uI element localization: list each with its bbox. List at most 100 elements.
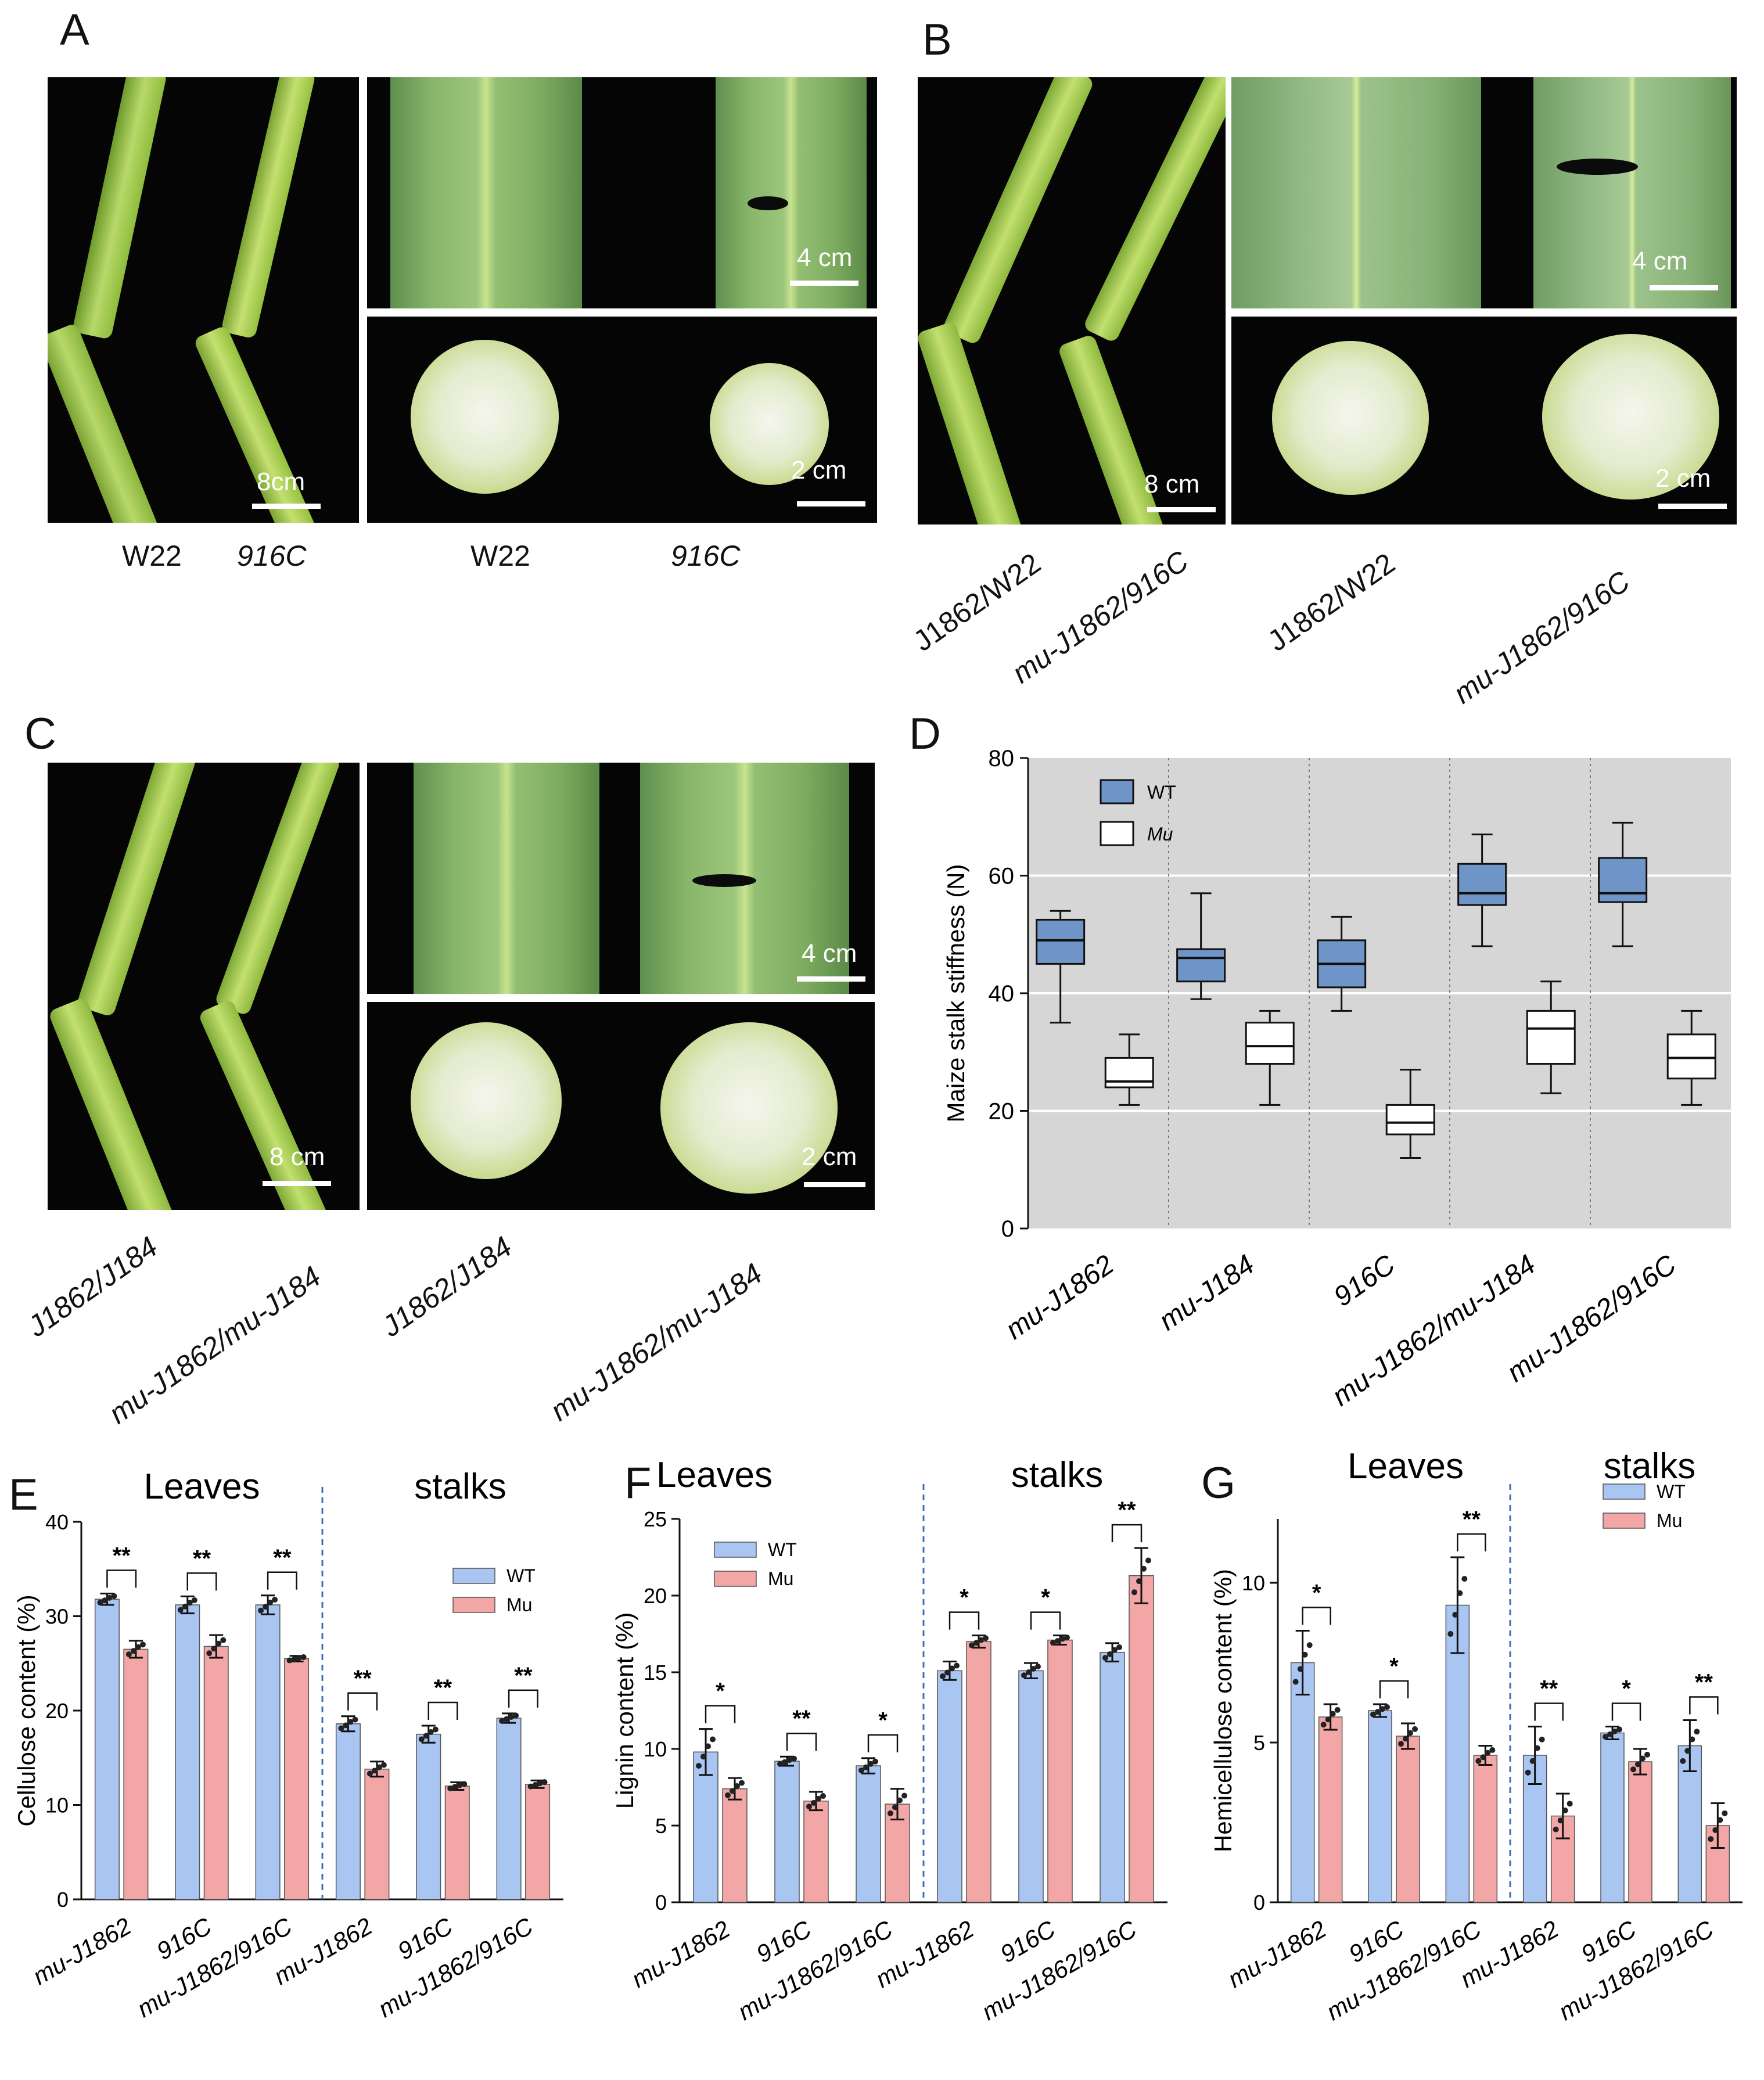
legend-label-mu: Mu <box>506 1594 532 1615</box>
data-point <box>1141 1565 1147 1572</box>
data-point <box>457 1782 463 1788</box>
data-point <box>125 1651 132 1658</box>
data-point <box>888 1810 893 1816</box>
panel-letter-g: G <box>1201 1458 1236 1508</box>
chart-f-lignin: 0 5 10 15 20 25 Lignin content (%) Leaves stalks… <box>611 1455 1167 2025</box>
panel-b-leaf-photo: 4 cm <box>1231 77 1737 308</box>
data-point <box>777 1761 783 1767</box>
x-tick-label: mu-J1862/916C <box>373 1912 538 2022</box>
box-Mu <box>1666 1033 1716 1080</box>
data-point <box>700 1754 706 1760</box>
significance-label: * <box>1622 1676 1631 1702</box>
y-tick-label: 10 <box>644 1737 667 1761</box>
legend-swatch-mu <box>1100 821 1134 846</box>
data-point <box>1452 1612 1458 1618</box>
data-point <box>1064 1634 1070 1641</box>
data-point <box>1026 1669 1032 1675</box>
significance-bracket <box>1534 1702 1564 1721</box>
data-point <box>1612 1728 1618 1734</box>
bar-WT <box>94 1598 120 1900</box>
y-tick-label: 20 <box>989 1099 1015 1125</box>
significance-label: * <box>716 1679 725 1704</box>
bar-Mu <box>803 1801 829 1903</box>
data-point <box>177 1607 184 1613</box>
panel-letter-a: A <box>60 5 89 55</box>
bar-Mu <box>885 1804 910 1903</box>
box-Mu <box>1385 1104 1435 1136</box>
x-tick-label: mu-J1862 <box>627 1915 734 1993</box>
data-point <box>791 1755 797 1762</box>
significance-bracket <box>1457 1533 1486 1551</box>
data-point <box>376 1764 382 1770</box>
data-point <box>338 1725 344 1731</box>
significance-bracket <box>1302 1607 1331 1625</box>
panel-c-leaf-scale: 4 cm <box>802 939 857 968</box>
y-axis-label: Cellulose content (%) <box>13 1594 40 1826</box>
data-point <box>272 1597 278 1603</box>
panel-a-caption-4: 916C <box>671 540 741 572</box>
data-point <box>1407 1730 1413 1736</box>
panel-c-cross-scale: 2 cm <box>802 1143 857 1171</box>
x-tick-label: mu-J184 <box>1154 1249 1260 1337</box>
panel-b-stalk-photo: 8 cm <box>918 77 1226 525</box>
data-point <box>705 1743 711 1750</box>
group-label-stalks: stalks <box>414 1467 506 1507</box>
bar-WT <box>1600 1732 1625 1903</box>
y-tick-label: 10 <box>45 1794 69 1817</box>
y-tick-label: 30 <box>45 1605 69 1629</box>
chart-e-cellulose: 0 10 20 30 40 Cellulose content (%) Leaves stal… <box>13 1467 563 2022</box>
data-point <box>106 1594 113 1601</box>
data-point <box>1334 1707 1341 1713</box>
data-point <box>135 1644 141 1650</box>
data-point <box>1708 1836 1714 1842</box>
panel-b-caption-4: mu-J1862/916C <box>1447 565 1636 710</box>
data-point <box>1694 1729 1700 1735</box>
y-tick-label: 60 <box>989 864 1015 889</box>
legend-label-mu: Mu <box>1657 1510 1682 1531</box>
significance-label: * <box>1312 1580 1321 1606</box>
bar-Mu <box>203 1646 229 1900</box>
significance-bracket <box>1030 1611 1061 1630</box>
box-WT <box>1598 857 1648 903</box>
significance-bracket <box>1611 1702 1641 1721</box>
data-point <box>527 1783 534 1790</box>
data-point <box>1131 1589 1137 1596</box>
panel-b-cross-scale: 2 cm <box>1655 464 1711 493</box>
data-point <box>1640 1755 1646 1762</box>
data-point <box>1603 1734 1608 1740</box>
data-point <box>286 1657 293 1664</box>
panel-a-stalk-scale: 8cm <box>257 468 306 496</box>
group-label-leaves: Leaves <box>144 1467 260 1507</box>
data-point <box>1562 1807 1568 1813</box>
significance-label: ** <box>1695 1670 1713 1695</box>
y-tick-label: 15 <box>644 1661 667 1684</box>
panel-a-caption-3: W22 <box>470 540 530 572</box>
panel-b-leaf-scale: 4 cm <box>1632 247 1688 275</box>
data-point <box>696 1763 702 1769</box>
data-point <box>863 1764 869 1770</box>
bar-Mu <box>364 1769 390 1900</box>
data-point <box>1030 1666 1036 1672</box>
significance-label: ** <box>354 1666 372 1691</box>
box-WT <box>1036 918 1086 965</box>
data-point <box>1480 1754 1486 1761</box>
bar-WT <box>1018 1670 1044 1903</box>
bar-Mu <box>284 1658 310 1900</box>
y-tick-label: 80 <box>989 746 1015 771</box>
data-point <box>367 1770 373 1777</box>
group-label-stalks: stalks <box>1011 1455 1103 1495</box>
bar-WT <box>856 1765 881 1903</box>
data-point <box>1055 1638 1061 1644</box>
data-point <box>352 1716 358 1723</box>
panel-c-caption-1: J1862/J184 <box>21 1230 164 1343</box>
panel-a-caption-1: W22 <box>122 540 182 572</box>
bar-WT <box>175 1604 200 1900</box>
data-point <box>343 1722 349 1729</box>
data-point <box>1644 1751 1650 1758</box>
data-point <box>1680 1758 1686 1764</box>
y-tick-label: 0 <box>655 1891 667 1914</box>
data-point <box>954 1662 960 1669</box>
significance-bracket <box>949 1611 980 1630</box>
y-tick-label: 5 <box>655 1814 667 1838</box>
